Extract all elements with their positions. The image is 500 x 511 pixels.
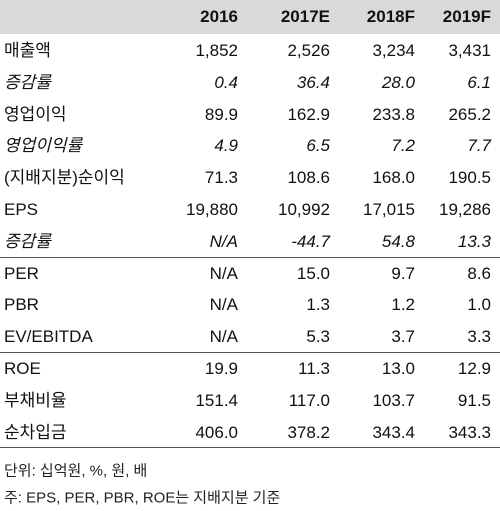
cell-value: N/A — [209, 263, 238, 283]
row-label: 증감률 — [4, 231, 51, 251]
row-label: ROE — [4, 358, 41, 378]
row-label: 증감률 — [4, 72, 51, 92]
cell-value: 10,992 — [278, 199, 330, 219]
cell-value: 19,286 — [439, 199, 491, 219]
cell-value: 2,526 — [287, 40, 330, 60]
column-header: 2016 — [200, 7, 238, 26]
cell-value: 108.6 — [287, 168, 330, 188]
row-label: 순차입금 — [4, 422, 67, 442]
cell-value: 91.5 — [457, 390, 491, 410]
row-label: 부채비율 — [4, 390, 67, 410]
cell-value: 1.2 — [391, 295, 415, 315]
cell-value: 1.3 — [306, 295, 330, 315]
row-label: 매출액 — [4, 40, 51, 60]
cell-value: 117.0 — [288, 390, 330, 410]
cell-value: 4.9 — [214, 136, 238, 156]
cell-value: 5.3 — [306, 327, 330, 347]
column-header: 2017E — [280, 7, 330, 26]
row-label: 영업이익률 — [4, 136, 83, 156]
cell-value: 233.8 — [372, 104, 415, 124]
cell-value: 190.5 — [448, 168, 491, 188]
cell-value: 89.9 — [204, 104, 238, 124]
section-rule — [0, 352, 500, 353]
cell-value: 17,015 — [363, 199, 415, 219]
row-label: EV/EBITDA — [4, 327, 93, 347]
cell-value: 71.3 — [204, 168, 238, 188]
column-header: 2018F — [366, 7, 415, 26]
cell-value: 343.3 — [448, 422, 491, 442]
row-label: PER — [4, 263, 39, 283]
column-header: 2019F — [442, 7, 491, 26]
cell-value: 3.3 — [467, 327, 491, 347]
cell-value: 378.2 — [287, 422, 330, 442]
cell-value: 265.2 — [448, 104, 491, 124]
cell-value: 103.7 — [372, 390, 415, 410]
cell-value: 3,234 — [372, 40, 415, 60]
cell-value: 12.9 — [457, 358, 491, 378]
cell-value: 162.9 — [287, 104, 330, 124]
cell-value: 3.7 — [391, 327, 415, 347]
header-background — [0, 0, 500, 34]
cell-value: 36.4 — [296, 72, 330, 92]
footnote: 단위: 십억원, %, 원, 배 — [4, 462, 148, 480]
cell-value: -44.7 — [291, 231, 330, 251]
section-rule — [0, 257, 500, 258]
row-label: PBR — [4, 295, 39, 315]
row-label: (지배지분)순이익 — [4, 168, 125, 188]
cell-value: N/A — [209, 327, 238, 347]
cell-value: N/A — [209, 295, 238, 315]
cell-value: 3,431 — [448, 40, 491, 60]
cell-value: 7.2 — [391, 136, 415, 156]
cell-value: 11.3 — [298, 358, 330, 378]
cell-value: 9.7 — [391, 263, 415, 283]
cell-value: 19,880 — [186, 199, 238, 219]
cell-value: 0.4 — [214, 72, 238, 92]
cell-value: 28.0 — [381, 72, 415, 92]
cell-value: 7.7 — [467, 136, 491, 156]
cell-value: 13.0 — [381, 358, 415, 378]
cell-value: 343.4 — [372, 422, 415, 442]
cell-value: 19.9 — [204, 358, 238, 378]
footnote: 주: EPS, PER, PBR, ROE는 지배지분 기준 — [4, 489, 281, 507]
cell-value: 8.6 — [467, 263, 491, 283]
cell-value: N/A — [209, 231, 238, 251]
cell-value: 54.8 — [381, 231, 415, 251]
section-rule — [0, 447, 500, 448]
cell-value: 151.4 — [195, 390, 238, 410]
row-label: EPS — [4, 199, 39, 219]
row-label: 영업이익 — [4, 104, 67, 124]
cell-value: 6.5 — [306, 136, 330, 156]
cell-value: 13.3 — [457, 231, 491, 251]
cell-value: 168.0 — [372, 168, 415, 188]
cell-value: 15.0 — [296, 263, 330, 283]
cell-value: 6.1 — [467, 72, 491, 92]
cell-value: 1.0 — [467, 295, 491, 315]
cell-value: 406.0 — [195, 422, 238, 442]
cell-value: 1,852 — [195, 40, 238, 60]
